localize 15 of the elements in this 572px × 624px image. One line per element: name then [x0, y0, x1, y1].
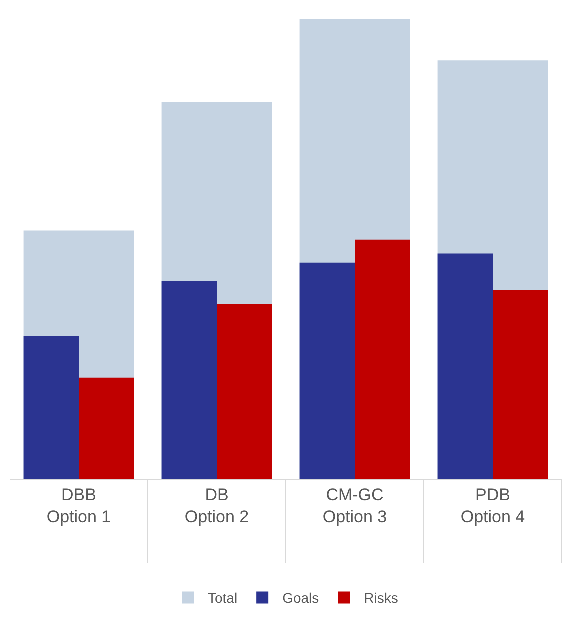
bar: [493, 290, 548, 479]
x-tick-label: PDB Option 4: [460, 485, 526, 526]
bar: [217, 304, 272, 479]
x-tick-label: DBB Option 1: [46, 485, 112, 526]
bar: [300, 262, 355, 479]
bar: [355, 240, 410, 479]
x-tick-label: CM-GC Option 3: [322, 485, 388, 526]
x-tick-label: DB Option 2: [184, 485, 250, 526]
bar: [24, 336, 79, 479]
legend-label: Goals: [282, 590, 320, 606]
legend-label: Risks: [364, 590, 398, 606]
legend-label: Total: [208, 590, 238, 606]
bar: [79, 378, 134, 479]
bar: [438, 254, 493, 479]
bar: [162, 281, 217, 479]
